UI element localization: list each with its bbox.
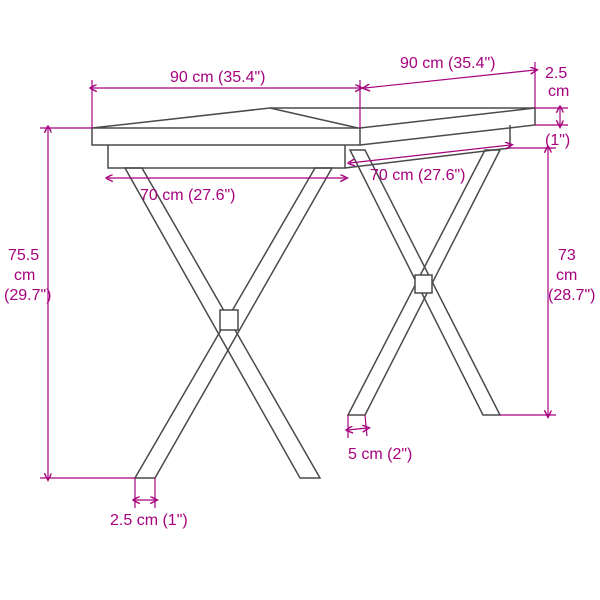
label-height-total-2: cm <box>14 267 35 284</box>
label-height-under-1: 73 <box>558 247 576 264</box>
label-height-under-3: (28.7") <box>548 287 595 304</box>
label-thickness-a: 2.5 <box>545 65 567 82</box>
label-height-under-2: cm <box>556 267 577 284</box>
label-width-front: 90 cm (35.4") <box>170 69 266 86</box>
label-width-side: 90 cm (35.4") <box>400 55 496 72</box>
label-legspan-front: 70 cm (27.6") <box>140 187 236 204</box>
dimension-diagram: 90 cm (35.4") 90 cm (35.4") 2.5 cm (1") … <box>0 0 600 600</box>
label-thickness-b: cm <box>548 83 569 100</box>
label-legwidth-back: 5 cm (2") <box>348 446 412 463</box>
label-legwidth-front: 2.5 cm (1") <box>110 512 188 529</box>
label-legspan-back: 70 cm (27.6") <box>370 167 466 184</box>
label-thickness-c: (1") <box>545 132 570 149</box>
label-height-total-3: (29.7") <box>4 287 51 304</box>
label-height-total-1: 75.5 <box>8 247 39 264</box>
